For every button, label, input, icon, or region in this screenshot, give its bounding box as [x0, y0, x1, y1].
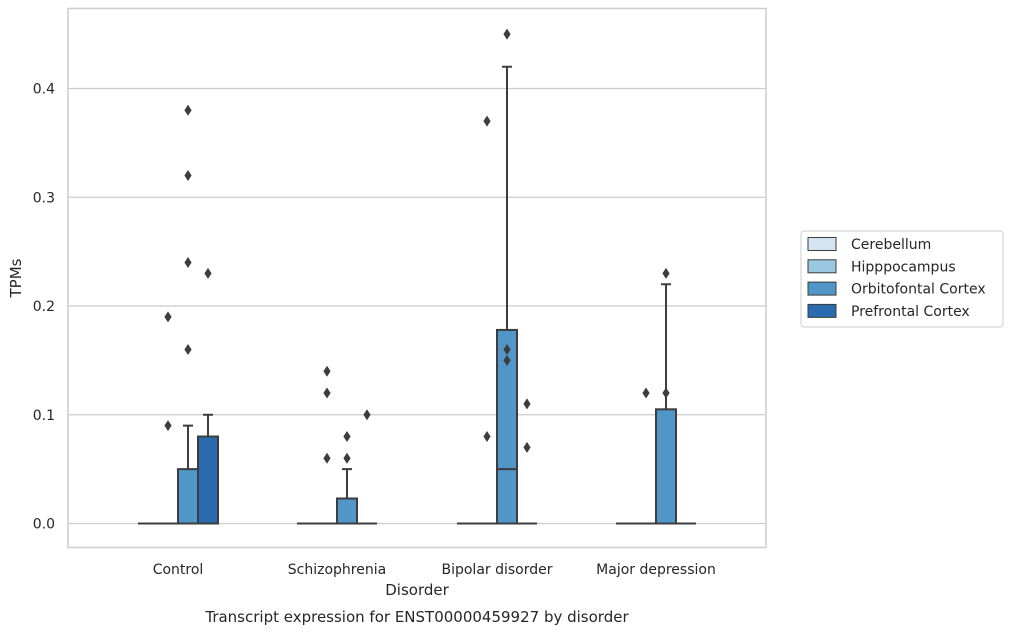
outlier-point — [343, 452, 351, 464]
outlier-point — [323, 452, 331, 464]
y-tick-label: 0.3 — [33, 190, 55, 206]
outlier-point — [164, 420, 172, 432]
box — [177, 468, 199, 525]
outlier-point — [662, 267, 670, 279]
outlier-point — [483, 431, 491, 442]
outlier-point — [523, 398, 531, 410]
x-tick-label: Bipolar disorder — [441, 562, 552, 578]
box — [197, 435, 219, 525]
legend-label: Orbitofontal Cortex — [851, 282, 986, 298]
x-tick-label: Major depression — [596, 562, 716, 578]
box-group — [197, 267, 219, 525]
legend-label: Hipppocampus — [851, 259, 956, 275]
box-group — [336, 431, 358, 525]
outlier-point — [184, 104, 192, 116]
y-tick-label: 0.1 — [33, 408, 55, 424]
boxplot-layer — [138, 28, 696, 525]
x-tick-label: Control — [153, 562, 204, 578]
box-group — [477, 115, 497, 525]
outlier-point — [164, 311, 172, 323]
outlier-point — [184, 170, 192, 181]
x-tick-label: Schizophrenia — [288, 562, 386, 578]
plot-frame — [67, 7, 767, 549]
legend-swatch — [807, 303, 837, 318]
y-tick-label: 0.2 — [33, 299, 55, 315]
legend-swatch — [807, 259, 837, 274]
legend-swatch — [807, 237, 837, 251]
y-tick-label: 0.0 — [33, 517, 55, 533]
outlier-point — [642, 387, 650, 399]
outlier-point — [323, 365, 331, 377]
legend: Cerebellum Hipppocampus Orbitofontal Corte… — [800, 230, 1004, 328]
x-axis-title: Disorder — [385, 581, 449, 599]
chart-title: Transcript expression for ENST0000045992… — [204, 608, 629, 626]
outlier-point — [503, 28, 511, 40]
outlier-point — [323, 387, 331, 399]
legend-label: Prefrontal Cortex — [851, 304, 970, 320]
outlier-point — [483, 115, 491, 127]
box-group — [177, 104, 199, 525]
box-group — [517, 398, 537, 525]
outlier-point — [503, 354, 511, 366]
box — [336, 497, 358, 525]
legend-swatch — [807, 281, 837, 296]
box-group — [357, 409, 377, 525]
outlier-point — [363, 409, 371, 421]
outlier-point — [184, 257, 192, 268]
box-group — [317, 365, 337, 525]
box — [655, 408, 677, 525]
y-axis-title: TPMs — [7, 258, 25, 298]
x-axis-ticks: Control Schizophrenia Bipolar disorder Majo… — [153, 562, 716, 578]
outlier-point — [503, 344, 511, 355]
box-group — [158, 311, 178, 525]
outlier-point — [204, 267, 212, 279]
legend-frame — [800, 230, 1004, 328]
box-group — [496, 28, 518, 525]
box — [496, 328, 518, 525]
outlier-point — [184, 344, 192, 355]
box-group — [655, 267, 677, 525]
outlier-point — [343, 431, 351, 442]
y-tick-label: 0.4 — [33, 82, 55, 98]
legend-label: Cerebellum — [851, 237, 931, 253]
outlier-point — [523, 441, 531, 453]
y-axis-ticks: 0.0 0.1 0.2 0.3 0.4 — [33, 82, 55, 533]
outlier-point — [662, 387, 670, 399]
box-group — [636, 387, 656, 525]
